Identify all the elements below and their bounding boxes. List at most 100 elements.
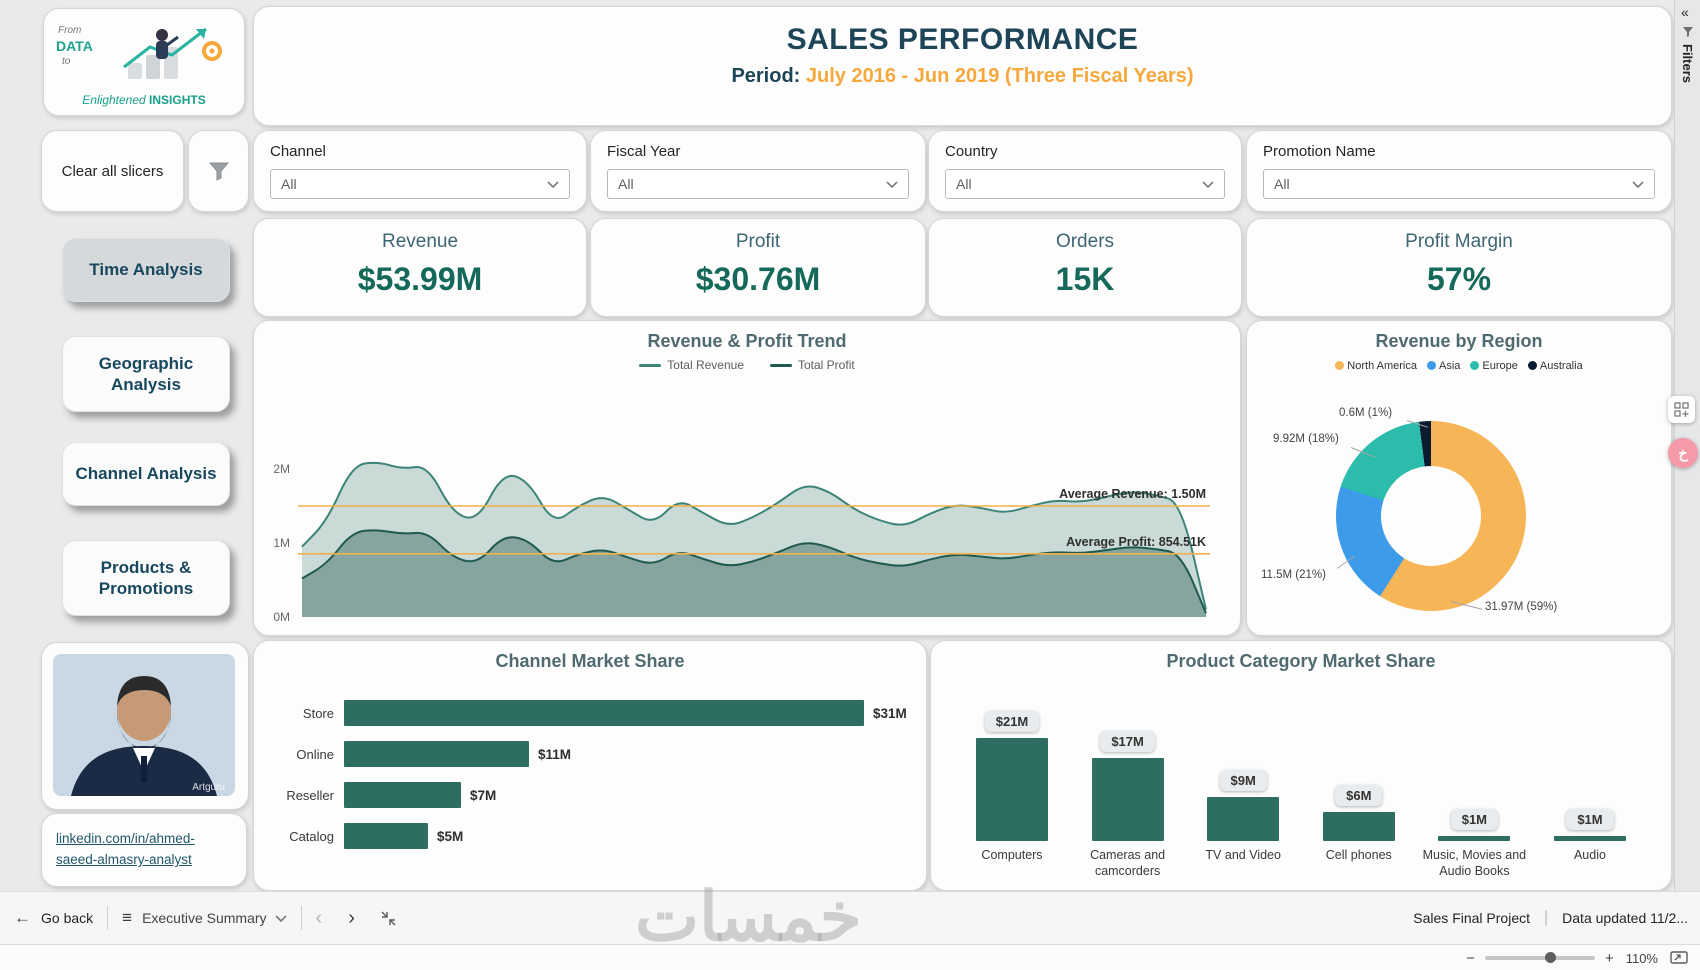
slicer-fiscal-year-dropdown[interactable]: All	[607, 169, 909, 199]
zoom-slider-handle[interactable]	[1544, 952, 1556, 963]
expand-filters-icon[interactable]: «	[1681, 4, 1689, 20]
report-navigation-bar: ← Go back ≡ Executive Summary ‹ › Sales …	[0, 891, 1700, 944]
nav-channel-analysis-button[interactable]: Channel Analysis	[62, 442, 230, 506]
kpi-revenue-value: $53.99M	[357, 261, 483, 297]
back-arrow-icon[interactable]: ←	[14, 908, 31, 927]
channel-bar-row: Online $11M	[270, 740, 910, 768]
product-tv-video-value: $9M	[1219, 770, 1267, 791]
product-bar-chart[interactable]: $21M Computers $17M Cameras and camcorde…	[959, 683, 1643, 879]
revenue-by-region-card[interactable]: Revenue by Region North America Asia Eur…	[1246, 320, 1672, 636]
north-america-slice-label: 31.97M (59%)	[1485, 601, 1558, 613]
slicer-country-dropdown[interactable]: All	[945, 169, 1225, 199]
product-audio-bar[interactable]	[1553, 836, 1626, 841]
zoom-out-icon[interactable]: −	[1466, 949, 1475, 967]
slicer-country-value: All	[956, 176, 972, 192]
trend-chart-legend: Total Revenue Total Profit	[254, 358, 1240, 372]
product-category-market-share-card[interactable]: Product Category Market Share $21M Compu…	[930, 640, 1672, 891]
chevron-down-icon[interactable]	[274, 914, 287, 922]
product-cell-phones-value: $6M	[1335, 785, 1383, 806]
filter-funnel-button[interactable]	[188, 130, 249, 212]
clear-all-slicers-button[interactable]: Clear all slicers	[41, 130, 184, 212]
legend-europe: Europe	[1482, 360, 1518, 372]
nav-products-promotions-label: Products & Promotions	[98, 557, 194, 598]
slicer-promotion-dropdown[interactable]: All	[1263, 169, 1655, 199]
slicer-channel-dropdown[interactable]: All	[270, 169, 570, 199]
channel-market-share-card[interactable]: Channel Market Share Store $31M Online $…	[253, 640, 927, 891]
product-cameras-bar[interactable]	[1091, 758, 1164, 841]
channel-chart-title: Channel Market Share	[495, 651, 685, 671]
grid-plus-icon	[1674, 402, 1689, 417]
product-music-bar[interactable]	[1438, 836, 1511, 841]
channel-bar-chart[interactable]: Store $31M Online $11M Reseller $7M Cata…	[270, 699, 910, 863]
page-selector[interactable]: Executive Summary	[142, 910, 267, 926]
clear-all-slicers-label: Clear all slicers	[61, 162, 164, 180]
channel-bar-row: Store $31M	[270, 699, 910, 727]
kpi-profit-margin-value: 57%	[1426, 261, 1492, 297]
product-tv-video-bar[interactable]	[1207, 797, 1280, 841]
product-computers-label: Computers	[981, 848, 1043, 862]
chevron-down-icon	[1202, 180, 1214, 188]
legend-australia: Australia	[1539, 360, 1583, 372]
product-cell-phones-label: Cell phones	[1325, 848, 1392, 862]
slicer-channel-label: Channel	[270, 143, 326, 160]
europe-slice-label: 9.92M (18%)	[1273, 433, 1339, 445]
product-column: $9M TV and Video	[1190, 683, 1296, 879]
linkedin-link[interactable]: linkedin.com/in/ahmed-saeed-almasry-anal…	[56, 831, 195, 867]
period-value: July 2016 - Jun 2019 (Three Fiscal Years…	[805, 65, 1194, 87]
australia-slice-label: 0.6M (1%)	[1339, 407, 1393, 419]
slicer-promotion-value: All	[1274, 176, 1290, 192]
product-audio-value: $1M	[1566, 809, 1614, 830]
next-page-icon[interactable]: ›	[348, 906, 355, 929]
nav-channel-analysis-label: Channel Analysis	[75, 464, 217, 484]
header-card: SALES PERFORMANCE Period: July 2016 - Ju…	[253, 6, 1672, 126]
product-cell-phones-bar[interactable]	[1322, 812, 1395, 841]
kpi-orders-value: 15K	[1055, 261, 1115, 297]
nav-geographic-analysis-button[interactable]: Geographic Analysis	[62, 336, 230, 412]
zoom-in-icon[interactable]: +	[1604, 949, 1614, 967]
previous-page-icon[interactable]: ‹	[315, 906, 323, 929]
region-donut-chart[interactable]	[1336, 421, 1526, 611]
slicer-country-label: Country	[945, 143, 998, 160]
nav-time-analysis-button[interactable]: Time Analysis	[62, 238, 230, 302]
divider	[107, 906, 109, 930]
linkedin-card: linkedin.com/in/ahmed-saeed-almasry-anal…	[41, 813, 247, 887]
revenue-profit-trend-card[interactable]: Revenue & Profit Trend Total Revenue Tot…	[253, 320, 1241, 636]
layout-widget-button[interactable]	[1668, 396, 1695, 423]
go-back-label[interactable]: Go back	[41, 910, 94, 926]
data-updated-label[interactable]: Data updated 11/2...	[1562, 910, 1688, 926]
zoom-slider[interactable]	[1484, 952, 1595, 963]
khamsat-floating-badge[interactable]: خ	[1668, 438, 1698, 468]
channel-catalog-value: $5M	[437, 828, 464, 844]
kpi-profit-value: $30.76M	[695, 261, 821, 297]
channel-store-bar[interactable]	[344, 700, 864, 726]
khamsat-glyph: خ	[1678, 444, 1688, 461]
product-column: $6M Cell phones	[1306, 683, 1412, 879]
slicer-channel: Channel All	[253, 130, 587, 212]
kpi-profit-margin-card[interactable]: Profit Margin 57%	[1246, 218, 1672, 317]
zoom-level: 110%	[1625, 950, 1658, 966]
kpi-revenue-card[interactable]: Revenue $53.99M	[253, 218, 587, 317]
channel-catalog-label: Catalog	[289, 828, 334, 844]
filters-pane-title: Filters	[1680, 44, 1695, 84]
product-computers-bar[interactable]	[976, 738, 1048, 841]
fit-screen-icon[interactable]	[1670, 951, 1688, 965]
product-cameras-value: $17M	[1100, 731, 1155, 752]
total-revenue-swatch	[639, 364, 662, 368]
page-list-icon[interactable]: ≡	[122, 908, 133, 927]
fit-to-page-icon[interactable]	[381, 911, 396, 926]
trend-area-chart[interactable]	[298, 377, 1210, 623]
kpi-orders-card[interactable]: Orders 15K	[928, 218, 1242, 317]
nav-products-promotions-button[interactable]: Products & Promotions	[62, 540, 230, 616]
chevron-down-icon	[886, 180, 898, 188]
channel-store-label: Store	[302, 705, 334, 721]
kpi-profit-card[interactable]: Profit $30.76M	[590, 218, 926, 317]
channel-catalog-bar[interactable]	[344, 823, 428, 849]
channel-online-bar[interactable]	[344, 741, 529, 767]
channel-online-value: $11M	[538, 746, 572, 762]
channel-reseller-bar[interactable]	[344, 782, 461, 808]
slicer-promotion-label: Promotion Name	[1263, 143, 1376, 160]
nav-geographic-analysis-label: Geographic Analysis	[98, 353, 194, 394]
channel-store-value: $31M	[873, 705, 907, 721]
trend-ytick-0m: 0M	[273, 610, 290, 624]
